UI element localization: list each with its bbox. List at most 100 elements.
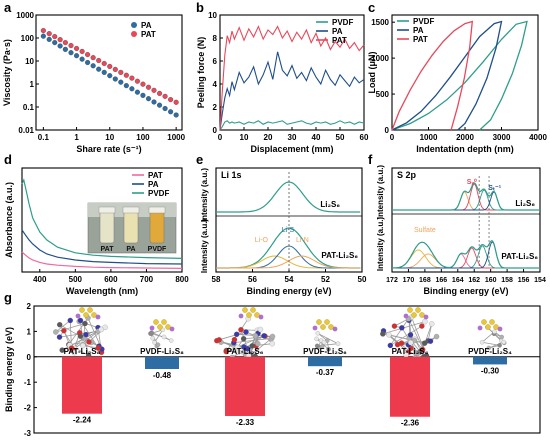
molecule-atom <box>422 318 428 325</box>
category-label: PAT-Li₂S₆ <box>227 347 264 356</box>
data-point-PA <box>107 73 113 79</box>
series-line-PVDF <box>219 120 365 131</box>
y-axis-label: Intensity (a.u.) <box>200 219 209 274</box>
category-label: PVDF-Li₂S₈ <box>140 347 184 356</box>
molecule-atom <box>53 329 59 335</box>
data-point-PA <box>134 89 140 95</box>
data-point-PAT <box>96 57 102 64</box>
molecule-bond <box>240 329 258 331</box>
sulfur-atom <box>316 319 322 325</box>
data-point-PAT <box>52 34 58 40</box>
vial-cap <box>122 206 140 214</box>
molecule-atom <box>243 329 249 335</box>
component-li-n <box>216 255 361 269</box>
molecule-bond <box>390 318 409 346</box>
data-point-PAT <box>134 78 140 84</box>
lithium-atom <box>403 313 409 319</box>
data-point-PA <box>101 69 107 75</box>
molecule-bond <box>243 336 273 340</box>
vial-cap <box>98 206 116 214</box>
spectrum-envelope <box>392 240 540 269</box>
y-axis-label-top: Intensity (a.u.) <box>200 168 209 223</box>
y-tick-label: 10 <box>208 11 217 20</box>
data-point-PAT <box>112 66 118 72</box>
legend-label: PA <box>148 180 159 189</box>
panel-g: g -3 -2 -1 0 1 2 Binding energy (eV) -2.24 PAT-Li… <box>4 290 541 438</box>
sulfur-atom <box>165 324 171 330</box>
sulfur-atom <box>250 307 256 313</box>
x-tick-label: 40 <box>312 133 321 142</box>
panel-letter-c: c <box>368 0 375 15</box>
data-point-PAT <box>168 97 174 103</box>
sulfur-atom <box>161 319 167 325</box>
data-label: -0.48 <box>153 371 172 380</box>
x-tick-label: 158 <box>501 277 513 284</box>
x-tick-label: 172 <box>386 277 398 284</box>
molecule-bond <box>427 323 433 341</box>
plot-frame <box>21 167 183 273</box>
x-tick-label: 54 <box>285 275 294 284</box>
y-tick-label: -3 <box>24 429 32 438</box>
panel-letter-f: f <box>368 152 373 167</box>
y-tick-label: 1000 <box>371 54 389 63</box>
legend-label: PA <box>332 27 343 36</box>
molecule-atom <box>80 342 86 349</box>
molecule-atom <box>255 340 261 347</box>
data-point-PA <box>151 99 157 105</box>
molecule-atom <box>380 331 386 337</box>
molecule-atom <box>150 335 155 341</box>
panel-a: a 0.1 1 10 100 1000 0.01 0.1 1 10 100 1000 Share rat… <box>2 0 186 154</box>
data-point-PA <box>162 105 168 112</box>
data-point-PA <box>140 92 146 98</box>
molecule-bond <box>226 335 265 352</box>
legend-label: PA <box>141 21 152 30</box>
spectrum-label-bottom: PAT-Li₂S₆ <box>501 252 538 261</box>
bar-4 <box>390 356 430 417</box>
peak-label: Li-N <box>296 237 309 244</box>
molecule-atom <box>67 317 73 324</box>
lithium-atom <box>95 314 101 320</box>
x-tick-label: 168 <box>419 277 431 284</box>
data-point-PA <box>68 50 74 56</box>
data-point-PAT <box>162 93 168 99</box>
lithium-atom <box>75 313 81 319</box>
x-tick-label: 58 <box>212 275 221 284</box>
molecule-bond <box>408 320 416 359</box>
molecule-bond <box>236 333 265 337</box>
plot-frame <box>391 167 541 273</box>
y-tick-label: 1000 <box>16 11 34 20</box>
sulfur-atom <box>489 319 495 325</box>
x-tick-label: 800 <box>175 275 189 284</box>
x-tick-label: 52 <box>321 275 330 284</box>
data-label: -0.30 <box>481 366 500 375</box>
lithium-atom <box>497 326 503 332</box>
panel-letter-d: d <box>4 152 12 167</box>
x-tick-label: 56 <box>248 275 257 284</box>
molecule-atom <box>252 332 259 339</box>
molecule-bond <box>219 331 247 341</box>
category-label: PVDF-Li₂S₆ <box>303 347 347 356</box>
sulfur-atom <box>242 307 248 313</box>
x-tick-label: 162 <box>468 277 480 284</box>
y-tick-label: -1 <box>24 378 32 387</box>
x-tick-label: 166 <box>435 277 447 284</box>
category-label: PAT-Li₂S₈ <box>64 347 101 356</box>
molecule-atom <box>429 321 435 327</box>
sulfur-atom <box>411 312 417 318</box>
molecule-atom <box>241 344 247 350</box>
x-tick-label: 1000 <box>167 133 185 142</box>
molecule-atom <box>394 341 401 348</box>
x-tick-label: 0 <box>390 133 395 142</box>
data-point-PA <box>74 53 80 59</box>
molecule-atom <box>77 317 84 324</box>
molecule-atom <box>419 323 425 329</box>
molecule-atom <box>269 333 276 340</box>
molecule-atom <box>56 334 63 340</box>
y-axis-label: Viscosity (Pa·s) <box>2 39 12 106</box>
x-axis-label: Wavelength (nm) <box>66 286 138 296</box>
panel-d: d 400 500 600 700 800 Wavelength (nm) Absorbanc… <box>4 152 189 296</box>
data-point-PAT <box>145 84 152 90</box>
data-point-PAT <box>62 40 68 46</box>
data-point-PA <box>90 63 96 69</box>
